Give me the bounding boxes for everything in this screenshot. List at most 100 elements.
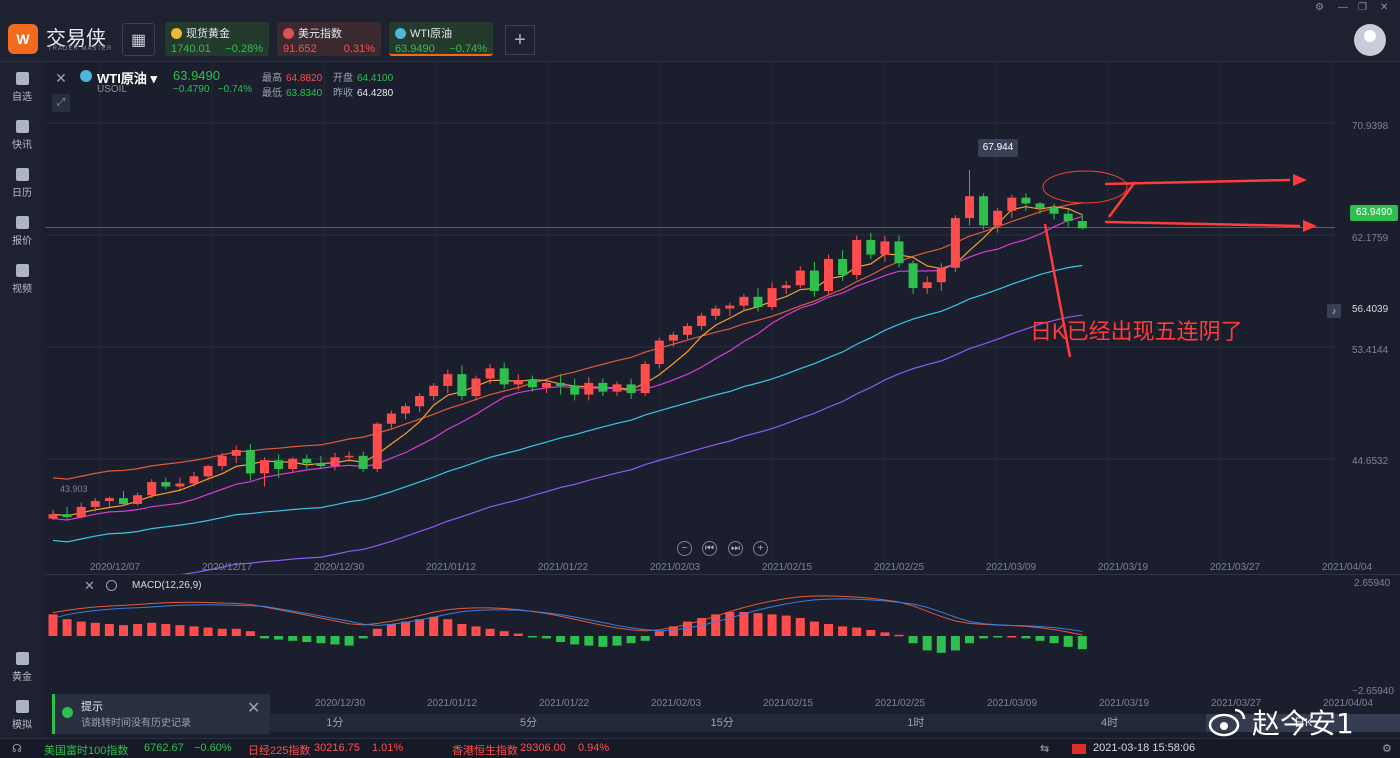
macd-bar [415,619,425,636]
macd-bar [119,625,128,636]
news-icon [15,120,29,133]
ticker-name: WTI原油 [410,28,453,40]
macd-settings-icon[interactable] [106,580,117,591]
window-restore-icon[interactable]: ❐ [1358,2,1367,13]
candle-body [542,382,551,388]
macd-bar [1077,636,1087,650]
candle-body [838,258,848,275]
sidebar-item-label: 自选 [12,92,32,103]
status-index-name[interactable]: 香港恒生指数 [452,745,518,757]
annotation-arrow [1107,181,1137,218]
macd-bar [936,636,946,653]
close-macd-icon[interactable]: ✕ [84,578,95,593]
bell-icon[interactable]: ♪ [1327,304,1341,318]
tab-timeframe-daily[interactable]: 日K [1206,714,1400,732]
candle-body [950,218,960,268]
status-index-change: 0.94% [578,742,610,754]
candle-body [640,363,650,394]
tab-timeframe-5m[interactable]: 5分 [519,717,538,729]
tab-timeframe-1h[interactable]: 1时 [907,717,925,729]
expand-icon[interactable]: ⤢ [52,94,70,112]
status-index-name[interactable]: 美国富时100指数 [44,745,129,757]
zoom-in-button[interactable]: + [753,541,768,556]
macd-bar [401,621,410,636]
close-chart-icon[interactable]: ✕ [55,70,67,86]
status-index-value: 30216.75 [314,742,360,754]
sidebar-item-watchlist[interactable]: 自选 [0,72,44,103]
ticker-change: 0.31% [343,43,375,55]
sidebar-item-label: 日历 [12,188,32,199]
settings-gear-icon[interactable]: ⚙ [1382,743,1392,755]
bollinger-upper-line [52,202,1083,480]
ticker-tab-gold[interactable]: 现货黄金 1740.01 −0.28% [165,22,269,56]
candle-body [1049,207,1059,214]
macd-bar [697,618,707,636]
candle-body [358,455,368,469]
symbol-name[interactable]: WTI原油 ▾ [97,71,157,86]
sidebar-item-calendar[interactable]: 日历 [0,168,44,199]
toast-close-icon[interactable]: ✕ [247,700,261,717]
tab-timeframe-15m[interactable]: 15分 [710,717,734,729]
candle-body [147,482,157,496]
date-tick: 2021/01/22 [538,562,588,573]
candle-body [104,498,114,502]
tab-timeframe-4h[interactable]: 4时 [1100,717,1119,729]
sidebar-item-label: 模拟 [12,720,32,731]
macd-panel[interactable]: 2020/12/30 2021/01/12 2021/01/22 2021/02/03… [45,574,1400,712]
macd-top-tick: 2.65940 [1354,578,1391,589]
candle-body [1021,197,1031,204]
tab-timeframe-1m[interactable]: 1分 [326,717,344,729]
peak-price-label: 67.944 [978,139,1018,157]
sidebar-item-gold[interactable]: 黄金 [0,652,44,683]
macd-bar [245,631,255,636]
status-index-name[interactable]: 日经225指数 [248,745,311,757]
date-tick: 2021/04/04 [1322,562,1372,573]
ma20-line [52,264,1083,543]
sidebar-item-news[interactable]: 快讯 [0,120,44,151]
date-tick: 2021/02/25 [874,562,924,573]
toast-title: 提示 [81,701,103,713]
grid-layout-button[interactable]: ▦ [122,23,155,56]
candle-body [612,384,622,392]
macd-bar [866,630,876,636]
macd-bar [48,614,58,636]
jump-end-button[interactable]: ⏭ [728,541,743,556]
sidebar-item-demo[interactable]: 模拟 [0,700,44,731]
macd-bar [570,636,580,645]
candle-body [288,458,298,469]
candle-body [217,455,227,467]
candle-body [584,382,594,395]
sidebar-item-video[interactable]: 视频 [0,264,44,295]
candle-body [866,239,876,255]
watermark-text: 赵今安1 [1252,707,1354,740]
ticker-price: 91.652 [283,43,317,55]
macd-bar [781,615,791,636]
candle-body [781,285,791,289]
jump-start-button[interactable]: ⏮ [702,541,717,556]
price-chart-area[interactable]: 2020/12/07 2020/12/17 2020/12/30 2021/01/12… [45,62,1400,593]
ticker-tab-usd-index[interactable]: 美元指数 91.652 0.31% [277,22,381,56]
window-minimize-icon[interactable]: — [1338,2,1348,13]
macd-bar [542,636,551,639]
candlestick-chart[interactable]: 2020/12/07 2020/12/17 2020/12/30 2021/01/12… [45,62,1400,593]
window-close-icon[interactable]: ✕ [1380,2,1389,13]
symbol-change: −0.4790 −0.74% [173,84,252,95]
sidebar-item-label: 快讯 [12,140,32,151]
sidebar-item-quotes[interactable]: 报价 [0,216,44,247]
zoom-out-button[interactable]: − [677,541,692,556]
calendar-icon [15,168,29,181]
macd-bar [612,636,622,646]
headset-icon[interactable]: ☊ [12,743,22,755]
annotation-text: 日K已经出现五连阴了 [1030,319,1243,344]
ticker-tab-wti[interactable]: WTI原油 63.9490 −0.74% [389,22,493,56]
user-avatar[interactable] [1354,24,1386,56]
macd-bar [147,622,157,636]
date-tick: 2020/12/30 [314,562,364,573]
macd-bar [330,636,340,645]
price-tick: 62.1759 [1352,233,1389,244]
add-ticker-button[interactable]: + [505,25,535,55]
window-settings-icon[interactable]: ⚙ [1315,2,1324,13]
candle-body [711,308,721,316]
sidebar-item-label: 视频 [12,284,32,295]
macd-bar [133,624,143,636]
